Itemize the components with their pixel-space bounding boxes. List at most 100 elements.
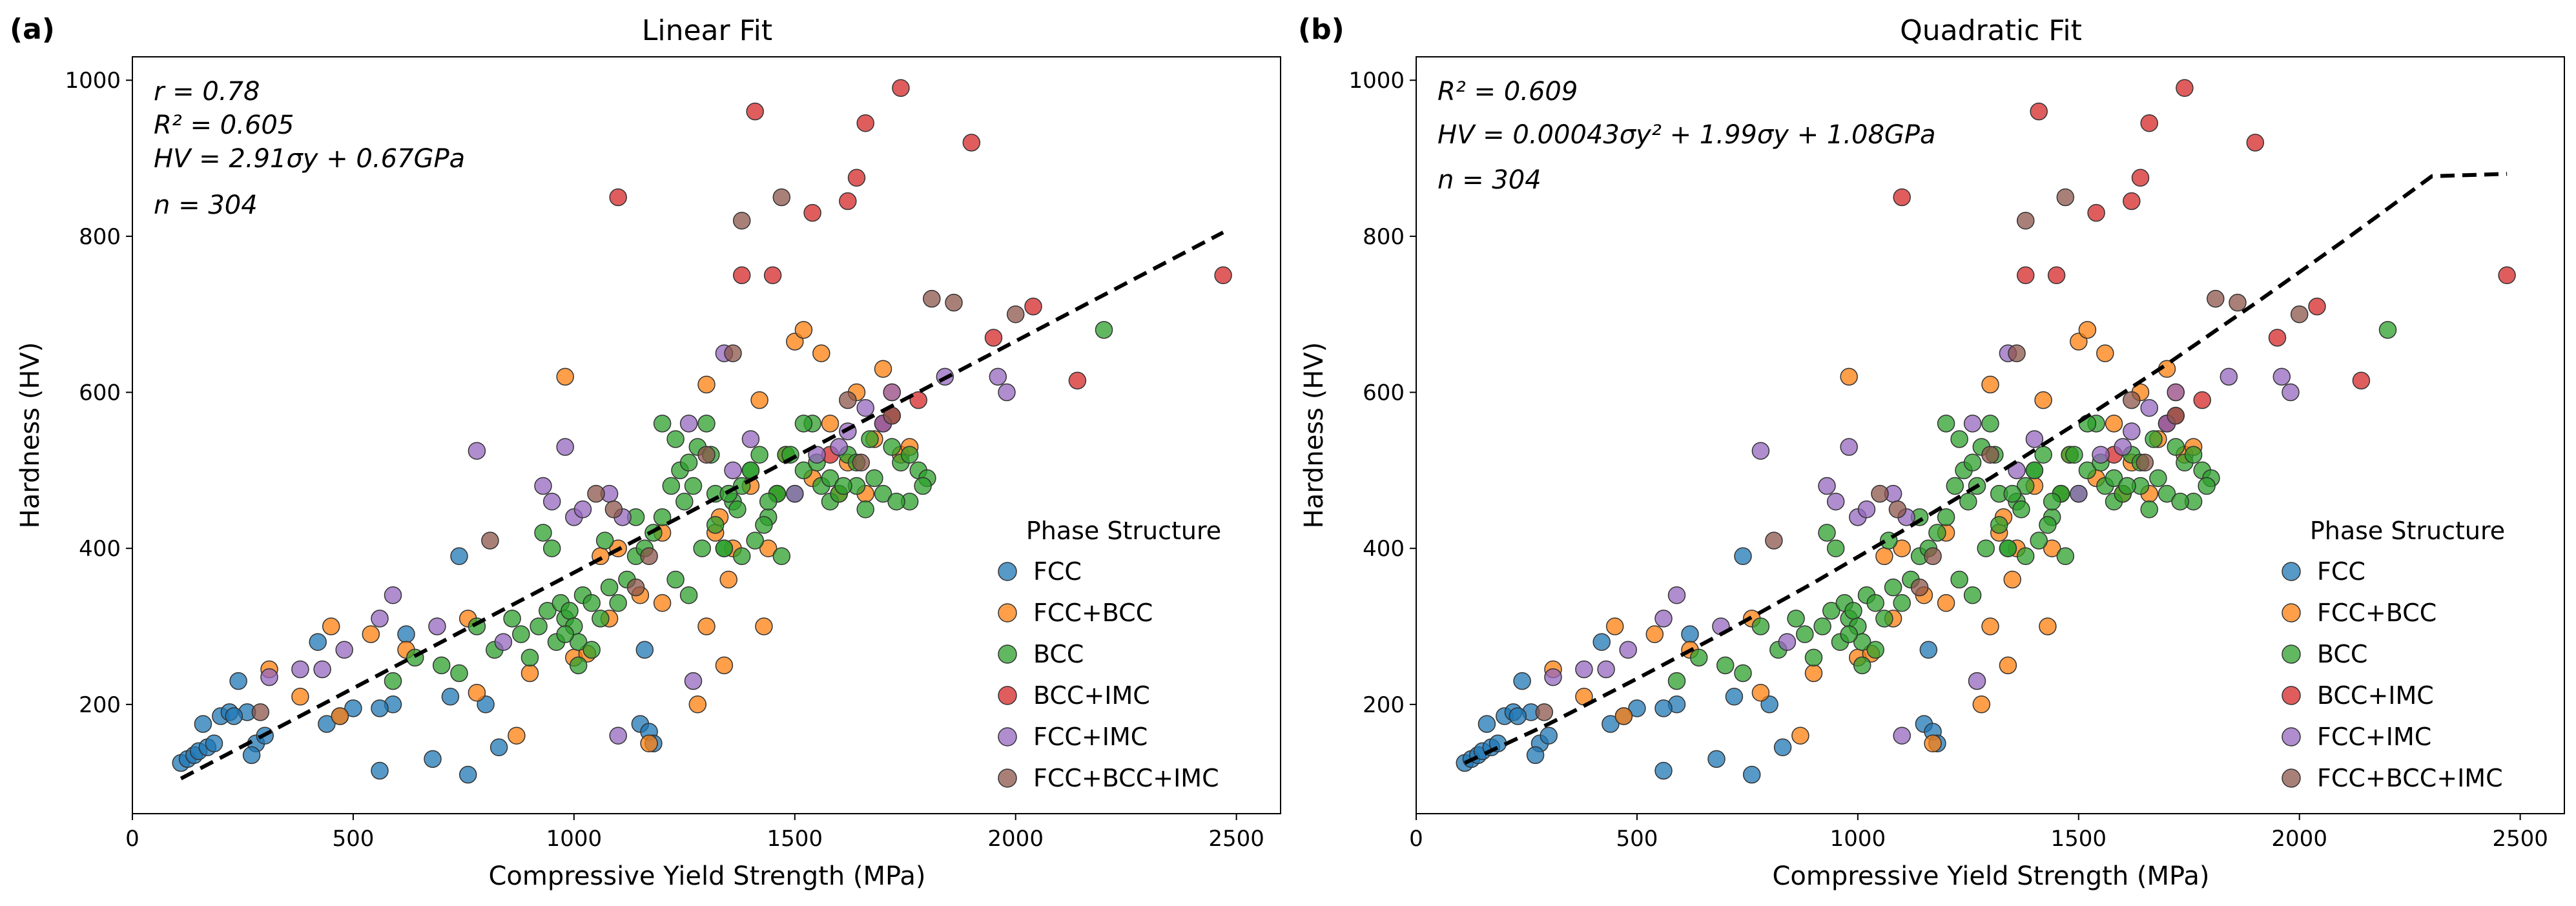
point-fcc-bcc-imc xyxy=(481,531,499,550)
point-bcc xyxy=(1796,625,1814,643)
point-bcc xyxy=(520,648,539,667)
point-bcc xyxy=(1813,617,1831,635)
chart-title: Quadratic Fit xyxy=(1900,14,2082,47)
point-fcc-bcc-imc xyxy=(2207,289,2225,308)
x-tick-label: 1500 xyxy=(2051,826,2107,852)
point-fcc-imc xyxy=(335,641,353,659)
legend-label: BCC+IMC xyxy=(1033,681,1150,710)
point-bcc xyxy=(2016,477,2035,495)
point-fcc xyxy=(194,715,212,733)
point-fcc-bcc-imc xyxy=(1871,484,1889,503)
point-fcc-imc xyxy=(2282,383,2300,402)
point-fcc-imc xyxy=(830,438,848,456)
point-fcc-imc xyxy=(2114,438,2132,456)
legend-marker xyxy=(2282,603,2301,623)
point-bcc xyxy=(1937,508,1955,526)
point-fcc xyxy=(1707,750,1726,768)
point-bcc xyxy=(794,461,813,480)
point-bcc xyxy=(1981,415,1999,433)
point-bcc xyxy=(2078,461,2097,480)
point-bcc xyxy=(1866,641,1884,659)
point-bcc xyxy=(693,539,711,557)
point-bcc xyxy=(1853,656,1871,675)
point-fcc-bcc xyxy=(697,375,716,394)
annotation-line: HV = 2.91σy + 0.67GPa xyxy=(154,144,465,174)
point-bcc-imc xyxy=(2016,266,2035,285)
point-fcc xyxy=(225,707,243,725)
point-fcc-imc xyxy=(2092,446,2110,464)
annotation-line: R² = 0.609 xyxy=(1437,77,1578,107)
plot-area: 0 500 1000 1500 2000 2500 200 400 600 800 1000 xyxy=(1348,56,2565,852)
point-fcc xyxy=(229,672,247,690)
point-fcc xyxy=(1734,547,1752,566)
point-bcc xyxy=(2140,500,2158,519)
point-bcc-imc xyxy=(2352,371,2371,390)
point-bcc xyxy=(914,477,932,495)
point-fcc-bcc xyxy=(2039,617,2057,635)
point-fcc-bcc-imc xyxy=(2167,407,2185,425)
point-bcc xyxy=(1977,539,1995,557)
point-bcc xyxy=(679,453,698,472)
point-bcc xyxy=(432,656,451,675)
x-tick-label: 1000 xyxy=(1830,826,1886,852)
point-bcc xyxy=(2016,547,2035,566)
point-fcc-bcc xyxy=(2078,321,2097,339)
point-fcc-imc xyxy=(1963,415,1982,433)
point-fcc-bcc-imc xyxy=(852,453,871,472)
point-fcc-bcc-imc xyxy=(626,578,645,597)
x-tick-label: 0 xyxy=(1409,826,1423,852)
point-bcc xyxy=(512,625,530,643)
point-bcc xyxy=(384,672,402,690)
point-bcc-imc xyxy=(2308,297,2326,316)
x-tick-label: 2000 xyxy=(987,826,1044,852)
point-bcc-imc xyxy=(2176,79,2194,98)
legend-marker xyxy=(998,562,1017,581)
point-fcc-bcc-imc xyxy=(2008,344,2026,362)
point-bcc-imc xyxy=(1024,297,1042,316)
point-fcc-bcc xyxy=(1791,726,1809,745)
point-bcc xyxy=(887,492,905,511)
point-fcc-bcc xyxy=(874,360,892,378)
point-bcc-imc xyxy=(2140,114,2158,132)
point-fcc-bcc-imc xyxy=(640,547,658,566)
y-tick-label: 400 xyxy=(79,536,121,562)
annotation-line: n = 304 xyxy=(1437,165,1541,195)
fit-annotation: R² = 0.609 HV = 0.00043σy² + 1.99σy + 1.… xyxy=(1437,77,1936,195)
point-bcc xyxy=(834,477,852,495)
point-fcc-imc xyxy=(573,500,592,519)
legend-label: FCC+BCC xyxy=(2317,599,2437,627)
x-tick-label: 500 xyxy=(1616,826,1658,852)
point-fcc-imc xyxy=(428,617,446,635)
point-fcc-bcc-imc xyxy=(923,289,941,308)
point-fcc-bcc-imc xyxy=(1981,446,1999,464)
x-tick-label: 1500 xyxy=(767,826,823,852)
point-bcc-imc xyxy=(2246,134,2265,152)
x-tick-label: 1000 xyxy=(546,826,603,852)
point-fcc-bcc xyxy=(755,617,773,635)
point-bcc xyxy=(1826,539,1845,557)
point-bcc xyxy=(1928,524,1946,542)
point-fcc-bcc-imc xyxy=(2056,188,2075,207)
point-fcc-bcc xyxy=(322,617,340,635)
point-fcc-imc xyxy=(2140,398,2158,417)
point-fcc-bcc xyxy=(2043,539,2061,557)
point-fcc-bcc-imc xyxy=(945,293,963,312)
point-fcc xyxy=(489,738,508,757)
point-bcc-imc xyxy=(2193,391,2211,409)
point-fcc-bcc-imc xyxy=(2136,453,2154,472)
point-fcc xyxy=(1478,715,1496,733)
legend: Phase Structure FCC FCC+BCC BCC BCC+IMC FCC+… xyxy=(2282,517,2505,792)
point-bcc-imc xyxy=(763,266,782,285)
point-bcc xyxy=(759,492,778,511)
point-bcc xyxy=(2378,321,2397,339)
point-bcc xyxy=(2149,469,2167,488)
point-fcc xyxy=(344,699,362,717)
panel-label: (a) xyxy=(10,13,55,46)
point-fcc-bcc-imc xyxy=(1765,531,1783,550)
point-fcc-bcc xyxy=(1645,625,1664,643)
y-axis-ticks: 200 400 600 800 1000 xyxy=(1348,68,1416,718)
legend-label: BCC+IMC xyxy=(2317,681,2434,710)
point-fcc-bcc xyxy=(688,695,707,714)
point-bcc xyxy=(732,547,751,566)
point-bcc xyxy=(1963,586,1982,604)
